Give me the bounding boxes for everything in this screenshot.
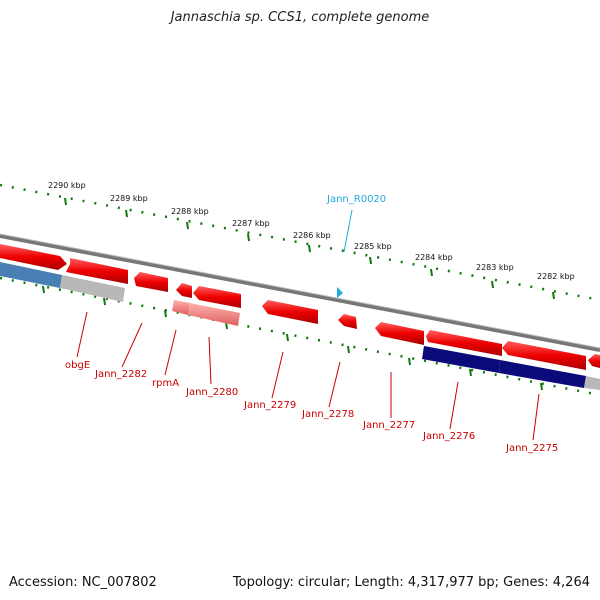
gene-arrows[interactable] — [0, 244, 600, 370]
scale-ticks: 2290 kbp 2289 kbp 2288 kbp 2287 kbp 2286… — [48, 181, 575, 300]
inner-track-ticks — [42, 285, 543, 391]
scale-tick-label: 2283 kbp — [476, 263, 514, 272]
scale-tick-major — [369, 256, 372, 265]
scale-tick-major — [430, 268, 433, 277]
gene-leader — [449, 381, 459, 430]
scale-tick-major — [247, 233, 250, 242]
scale-tick-major — [125, 209, 128, 218]
gene-arrow[interactable] — [375, 322, 424, 345]
inner-feature-bands — [0, 262, 600, 390]
scale-tick-major — [491, 280, 494, 289]
scale-tick-label: 2288 kbp — [171, 207, 209, 216]
scale-tick-label: 2285 kbp — [354, 242, 392, 251]
band-blue — [0, 262, 62, 288]
gene-arrow[interactable] — [502, 341, 586, 370]
gene-label: Jann_2280 — [185, 387, 238, 398]
genome-backbone — [0, 233, 600, 352]
rna-arrow[interactable] — [337, 287, 343, 298]
gene-leader — [271, 351, 284, 399]
gene-arrow[interactable] — [0, 244, 67, 270]
gene-label: obgE — [65, 360, 90, 371]
gene-leader — [76, 311, 88, 358]
gene-arrow[interactable] — [262, 300, 318, 324]
scale-tick-label: 2290 kbp — [48, 181, 86, 190]
gene-label: Jann_2276 — [422, 431, 475, 442]
gene-leader — [532, 393, 540, 441]
gene-arrow[interactable] — [588, 354, 600, 368]
band-pink — [188, 303, 240, 326]
gene-arrow[interactable] — [66, 258, 128, 284]
gene-leader — [164, 329, 177, 376]
gene-label: Jann_2277 — [362, 420, 415, 431]
map-title: Jannaschia sp. CCS1, complete genome — [170, 10, 430, 25]
scale-tick-major — [552, 291, 555, 300]
band-pink — [172, 300, 190, 315]
scale-tick-label: 2284 kbp — [415, 253, 453, 262]
scale-tick-label: 2282 kbp — [537, 272, 575, 281]
scale-tick-major — [186, 221, 189, 230]
gene-leader — [328, 361, 341, 408]
rna-leader — [343, 209, 353, 253]
gene-arrow[interactable] — [426, 330, 502, 356]
scale-tick-major — [64, 197, 67, 206]
scale-tick-major — [308, 244, 311, 253]
gene-label: Jann_2278 — [301, 409, 354, 420]
band-navy — [422, 346, 500, 373]
scale-tick-label: 2289 kbp — [110, 194, 148, 203]
rna-feature-jann-r0020[interactable]: Jann_R0020 — [326, 194, 386, 298]
accession-text: Accession: NC_007802 — [9, 575, 157, 590]
gene-label: Jann_2279 — [243, 400, 296, 411]
gene-arrow[interactable] — [338, 314, 357, 329]
gene-arrow[interactable] — [176, 283, 192, 298]
rna-label: Jann_R0020 — [326, 194, 386, 205]
gene-leader — [208, 336, 212, 385]
scale-track-inner — [0, 276, 600, 397]
gene-leader — [121, 322, 143, 368]
gene-label: Jann_2282 — [94, 369, 147, 380]
band-gray — [60, 275, 125, 302]
genome-summary-text: Topology: circular; Length: 4,317,977 bp… — [232, 575, 590, 590]
band-gray — [584, 376, 600, 390]
gene-arrow[interactable] — [193, 286, 241, 308]
gene-label: Jann_2275 — [505, 443, 558, 454]
gene-arrow[interactable] — [134, 272, 168, 292]
gene-label: rpmA — [152, 378, 179, 389]
band-navy — [499, 360, 586, 388]
gene-labels: obgE Jann_2282 rpmA Jann_2280 Jann_2279 … — [65, 311, 558, 454]
scale-tick-label: 2286 kbp — [293, 231, 331, 240]
scale-tick-label: 2287 kbp — [232, 219, 270, 228]
